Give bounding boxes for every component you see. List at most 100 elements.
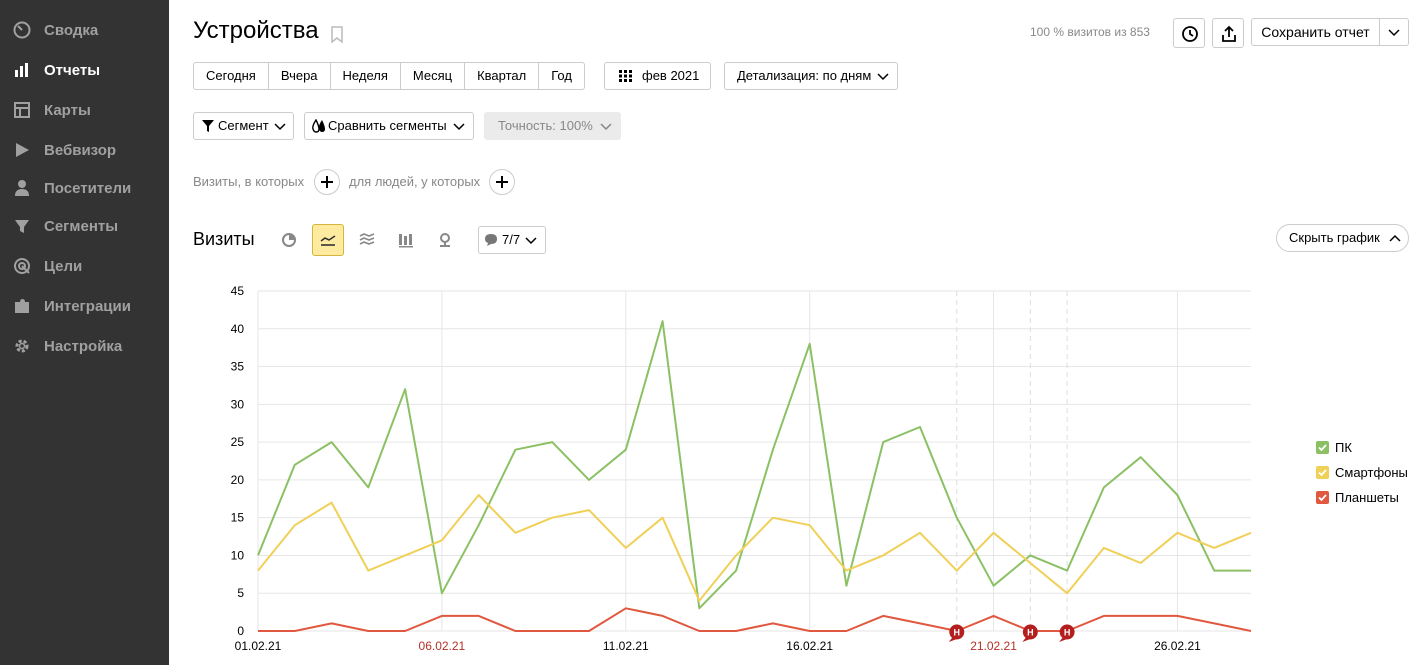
period-yesterday-button[interactable]: Вчера (269, 63, 331, 89)
chart-section-title: Визиты (193, 229, 255, 249)
sidebar-item-maps[interactable]: Карты (0, 96, 169, 124)
hide-chart-label: Скрыть график (1289, 230, 1380, 245)
accuracy-dropdown[interactable]: Точность: 100% (484, 112, 621, 140)
stacked-bar-icon (399, 234, 413, 248)
export-button[interactable] (1212, 18, 1244, 48)
y-tick-label: 5 (237, 586, 244, 600)
annotations-count: 7/7 (502, 232, 521, 247)
divider (1379, 19, 1380, 45)
x-tick-label: 21.02.21 (970, 639, 1017, 653)
annotation-marker-label: Н (1027, 628, 1034, 638)
annotation-marker (1059, 624, 1075, 640)
sidebar-item-label: Сводка (44, 22, 99, 39)
y-tick-label: 40 (231, 322, 245, 336)
sidebar-item-settings[interactable]: Настройка (0, 332, 169, 360)
sidebar: Сводка Отчеты Карты Вебвизор Посетители … (0, 0, 169, 665)
chevron-down-icon (600, 123, 612, 131)
date-range-label: фев 2021 (642, 68, 700, 83)
save-report-button[interactable]: Сохранить отчет (1261, 24, 1370, 40)
sidebar-item-webvisor[interactable]: Вебвизор (0, 136, 169, 164)
hide-chart-button[interactable]: Скрыть график (1276, 224, 1409, 252)
add-visit-condition-button[interactable] (314, 169, 340, 195)
sidebar-item-label: Вебвизор (44, 142, 117, 159)
pie-chart-view-button[interactable] (273, 224, 305, 256)
y-tick-label: 25 (231, 435, 245, 449)
stacked-area-icon (359, 233, 375, 245)
bookmark-icon[interactable] (330, 26, 344, 44)
period-month-button[interactable]: Месяц (401, 63, 466, 89)
x-tick-label: 26.02.21 (1154, 639, 1201, 653)
visits-share-note: 100 % визитов из 853 (1030, 25, 1150, 39)
sidebar-item-reports[interactable]: Отчеты (0, 56, 169, 84)
annotation-marker-label: Н (954, 628, 961, 638)
save-options-button[interactable] (1380, 19, 1408, 45)
compare-segments-dropdown[interactable]: Сравнить сегменты (304, 112, 474, 140)
dashboard-icon (13, 21, 31, 39)
chevron-down-icon (274, 123, 286, 131)
annotation-marker (1022, 624, 1038, 640)
map-pin-icon (440, 233, 450, 247)
x-tick-label: 16.02.21 (786, 639, 833, 653)
segment-dropdown[interactable]: Сегмент (193, 112, 294, 140)
drops-icon (312, 119, 325, 133)
add-people-condition-button[interactable] (489, 169, 515, 195)
y-tick-label: 10 (231, 548, 245, 562)
series-line (257, 320, 1251, 610)
visits-filter-label: Визиты, в которых (193, 174, 305, 189)
y-tick-label: 45 (231, 284, 245, 298)
sidebar-item-visitors[interactable]: Посетители (0, 174, 169, 202)
clock-icon (1182, 26, 1198, 42)
map-view-button[interactable] (429, 224, 461, 256)
period-today-button[interactable]: Сегодня (194, 63, 269, 89)
comment-icon (485, 234, 497, 246)
legend-checkbox[interactable] (1316, 491, 1329, 504)
annotations-dropdown[interactable]: 7/7 (478, 226, 546, 254)
sidebar-item-label: Отчеты (44, 62, 101, 79)
target-icon (14, 258, 30, 274)
legend-label: Смартфоны (1335, 465, 1408, 480)
sidebar-item-summary[interactable]: Сводка (0, 16, 169, 44)
sidebar-item-label: Настройка (44, 338, 123, 355)
legend-checkbox[interactable] (1316, 441, 1329, 454)
accuracy-label: Точность: 100% (498, 118, 593, 133)
area-chart-view-button[interactable] (351, 224, 383, 256)
period-quarter-button[interactable]: Квартал (465, 63, 540, 89)
bar-chart-view-button[interactable] (390, 224, 422, 256)
period-selector: Сегодня Вчера Неделя Месяц Квартал Год (193, 62, 585, 90)
annotation-marker (949, 624, 965, 640)
bar-chart-icon (15, 63, 28, 77)
chevron-down-icon (525, 237, 537, 245)
history-button[interactable] (1173, 18, 1205, 48)
sidebar-item-segments[interactable]: Сегменты (0, 212, 169, 240)
sidebar-item-integrations[interactable]: Интеграции (0, 292, 169, 320)
detail-dropdown[interactable]: Детализация: по дням (724, 62, 898, 90)
sidebar-item-label: Посетители (44, 180, 132, 197)
chevron-down-icon (453, 123, 465, 131)
series-line (257, 494, 1252, 602)
funnel-icon (15, 220, 29, 233)
period-week-button[interactable]: Неделя (331, 63, 401, 89)
y-tick-label: 15 (231, 511, 245, 525)
chevron-down-icon (877, 73, 889, 81)
save-report-group: Сохранить отчет (1251, 18, 1409, 46)
visits-line-chart[interactable]: 0 5 10 15 20 25 30 35 40 45 01.02.21 06.02.21 11.02.… (220, 280, 1260, 665)
compare-segments-label: Сравнить сегменты (328, 118, 447, 133)
line-chart-view-button[interactable] (312, 224, 344, 256)
people-filter-label: для людей, у которых (349, 174, 481, 189)
legend-checkbox[interactable] (1316, 466, 1329, 479)
legend-label: Планшеты (1335, 490, 1399, 505)
x-tick-label: 06.02.21 (419, 639, 466, 653)
y-tick-label: 30 (231, 397, 245, 411)
play-icon (16, 143, 29, 157)
period-year-button[interactable]: Год (551, 68, 572, 83)
sidebar-item-goals[interactable]: Цели (0, 252, 169, 280)
pie-chart-icon (282, 233, 296, 247)
chevron-up-icon (1389, 234, 1401, 242)
calendar-icon (619, 70, 632, 82)
y-tick-label: 20 (231, 473, 245, 487)
puzzle-icon (15, 299, 29, 313)
date-picker-button[interactable]: фев 2021 (604, 62, 711, 90)
map-grid-icon (14, 102, 30, 118)
series-line (258, 607, 1252, 632)
sidebar-item-label: Карты (44, 102, 91, 119)
